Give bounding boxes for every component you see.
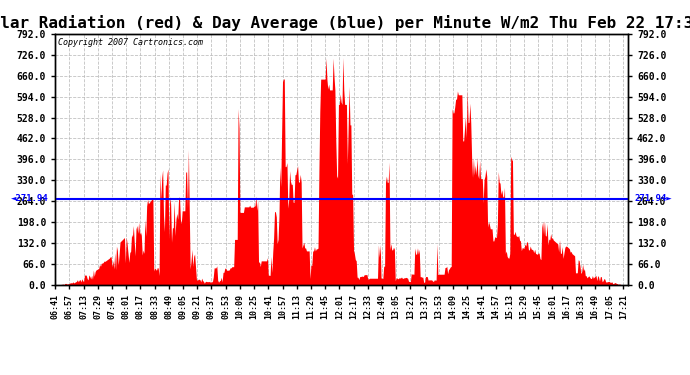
Text: Copyright 2007 Cartronics.com: Copyright 2007 Cartronics.com [58,38,203,46]
Text: 271.94►: 271.94► [635,194,673,203]
Title: Solar Radiation (red) & Day Average (blue) per Minute W/m2 Thu Feb 22 17:33: Solar Radiation (red) & Day Average (blu… [0,15,690,31]
Text: ◄271.94: ◄271.94 [10,194,48,203]
